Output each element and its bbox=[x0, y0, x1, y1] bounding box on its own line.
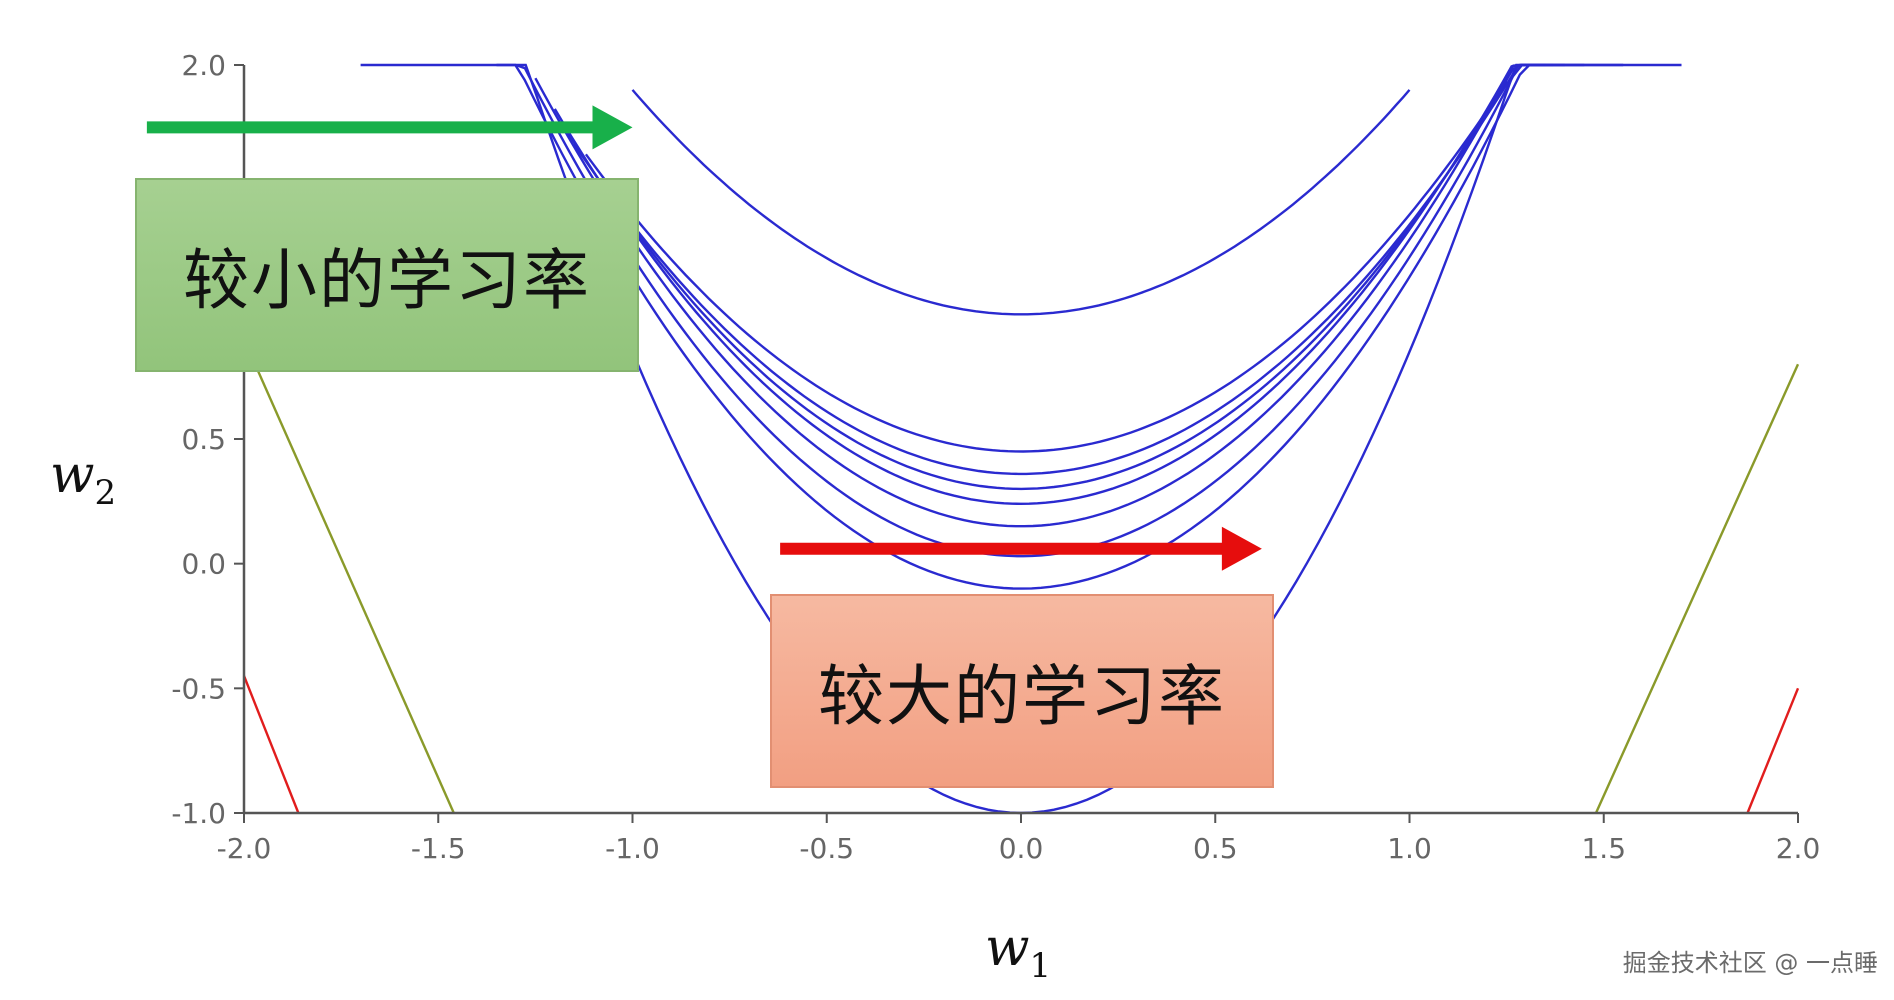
boundary-line bbox=[1746, 687, 1800, 814]
y-tick-label: -1.0 bbox=[171, 797, 226, 830]
boundary-line bbox=[242, 675, 300, 814]
contour-line bbox=[573, 63, 1527, 476]
x-tick-label: -1.5 bbox=[411, 832, 466, 865]
contour-line bbox=[534, 63, 1565, 528]
large-learning-rate-callout: 较大的学习率 bbox=[770, 594, 1274, 788]
x-tick-label: -0.5 bbox=[799, 832, 854, 865]
y-tick-label: -0.5 bbox=[171, 672, 226, 705]
large-lr-arrow-head bbox=[1221, 526, 1262, 571]
boundary-line bbox=[1594, 363, 1800, 814]
small-lr-arrow-head bbox=[592, 105, 633, 150]
x-ticks: -2.0 -1.5 -1.0 -0.5 0.0 0.5 1.0 1.5 2.0 bbox=[217, 813, 1821, 865]
arrows bbox=[146, 105, 1262, 571]
x-tick-label: -2.0 bbox=[217, 832, 272, 865]
x-tick-label: 0.0 bbox=[999, 832, 1044, 865]
y-ticks: -1.0 -0.5 0.0 0.5 2.0 bbox=[171, 49, 244, 830]
boundary-lines bbox=[242, 338, 1800, 814]
contour-line bbox=[553, 63, 1554, 506]
watermark: 掘金技术社区 @ 一点睡 bbox=[1622, 949, 1878, 977]
large-learning-rate-label: 较大的学习率 bbox=[818, 658, 1226, 735]
x-tick-label: 1.5 bbox=[1581, 832, 1626, 865]
contour-line bbox=[496, 63, 1624, 590]
x-tick-label: 2.0 bbox=[1776, 832, 1821, 865]
y-tick-label: 0.5 bbox=[181, 423, 226, 456]
contour-line bbox=[631, 89, 1411, 316]
y-axis-label: w2 bbox=[50, 445, 116, 513]
small-learning-rate-label: 较小的学习率 bbox=[183, 242, 591, 319]
contour-line bbox=[561, 63, 1546, 491]
x-tick-label: 1.0 bbox=[1387, 832, 1432, 865]
x-tick-label: 0.5 bbox=[1193, 832, 1238, 865]
y-tick-label: 0.0 bbox=[181, 548, 226, 581]
small-learning-rate-callout: 较小的学习率 bbox=[135, 178, 639, 372]
x-axis-label: w1 bbox=[985, 918, 1051, 986]
y-tick-label: 2.0 bbox=[181, 49, 226, 82]
x-tick-label: -1.0 bbox=[605, 832, 660, 865]
boundary-line bbox=[242, 338, 455, 814]
contour-line bbox=[584, 80, 1508, 453]
